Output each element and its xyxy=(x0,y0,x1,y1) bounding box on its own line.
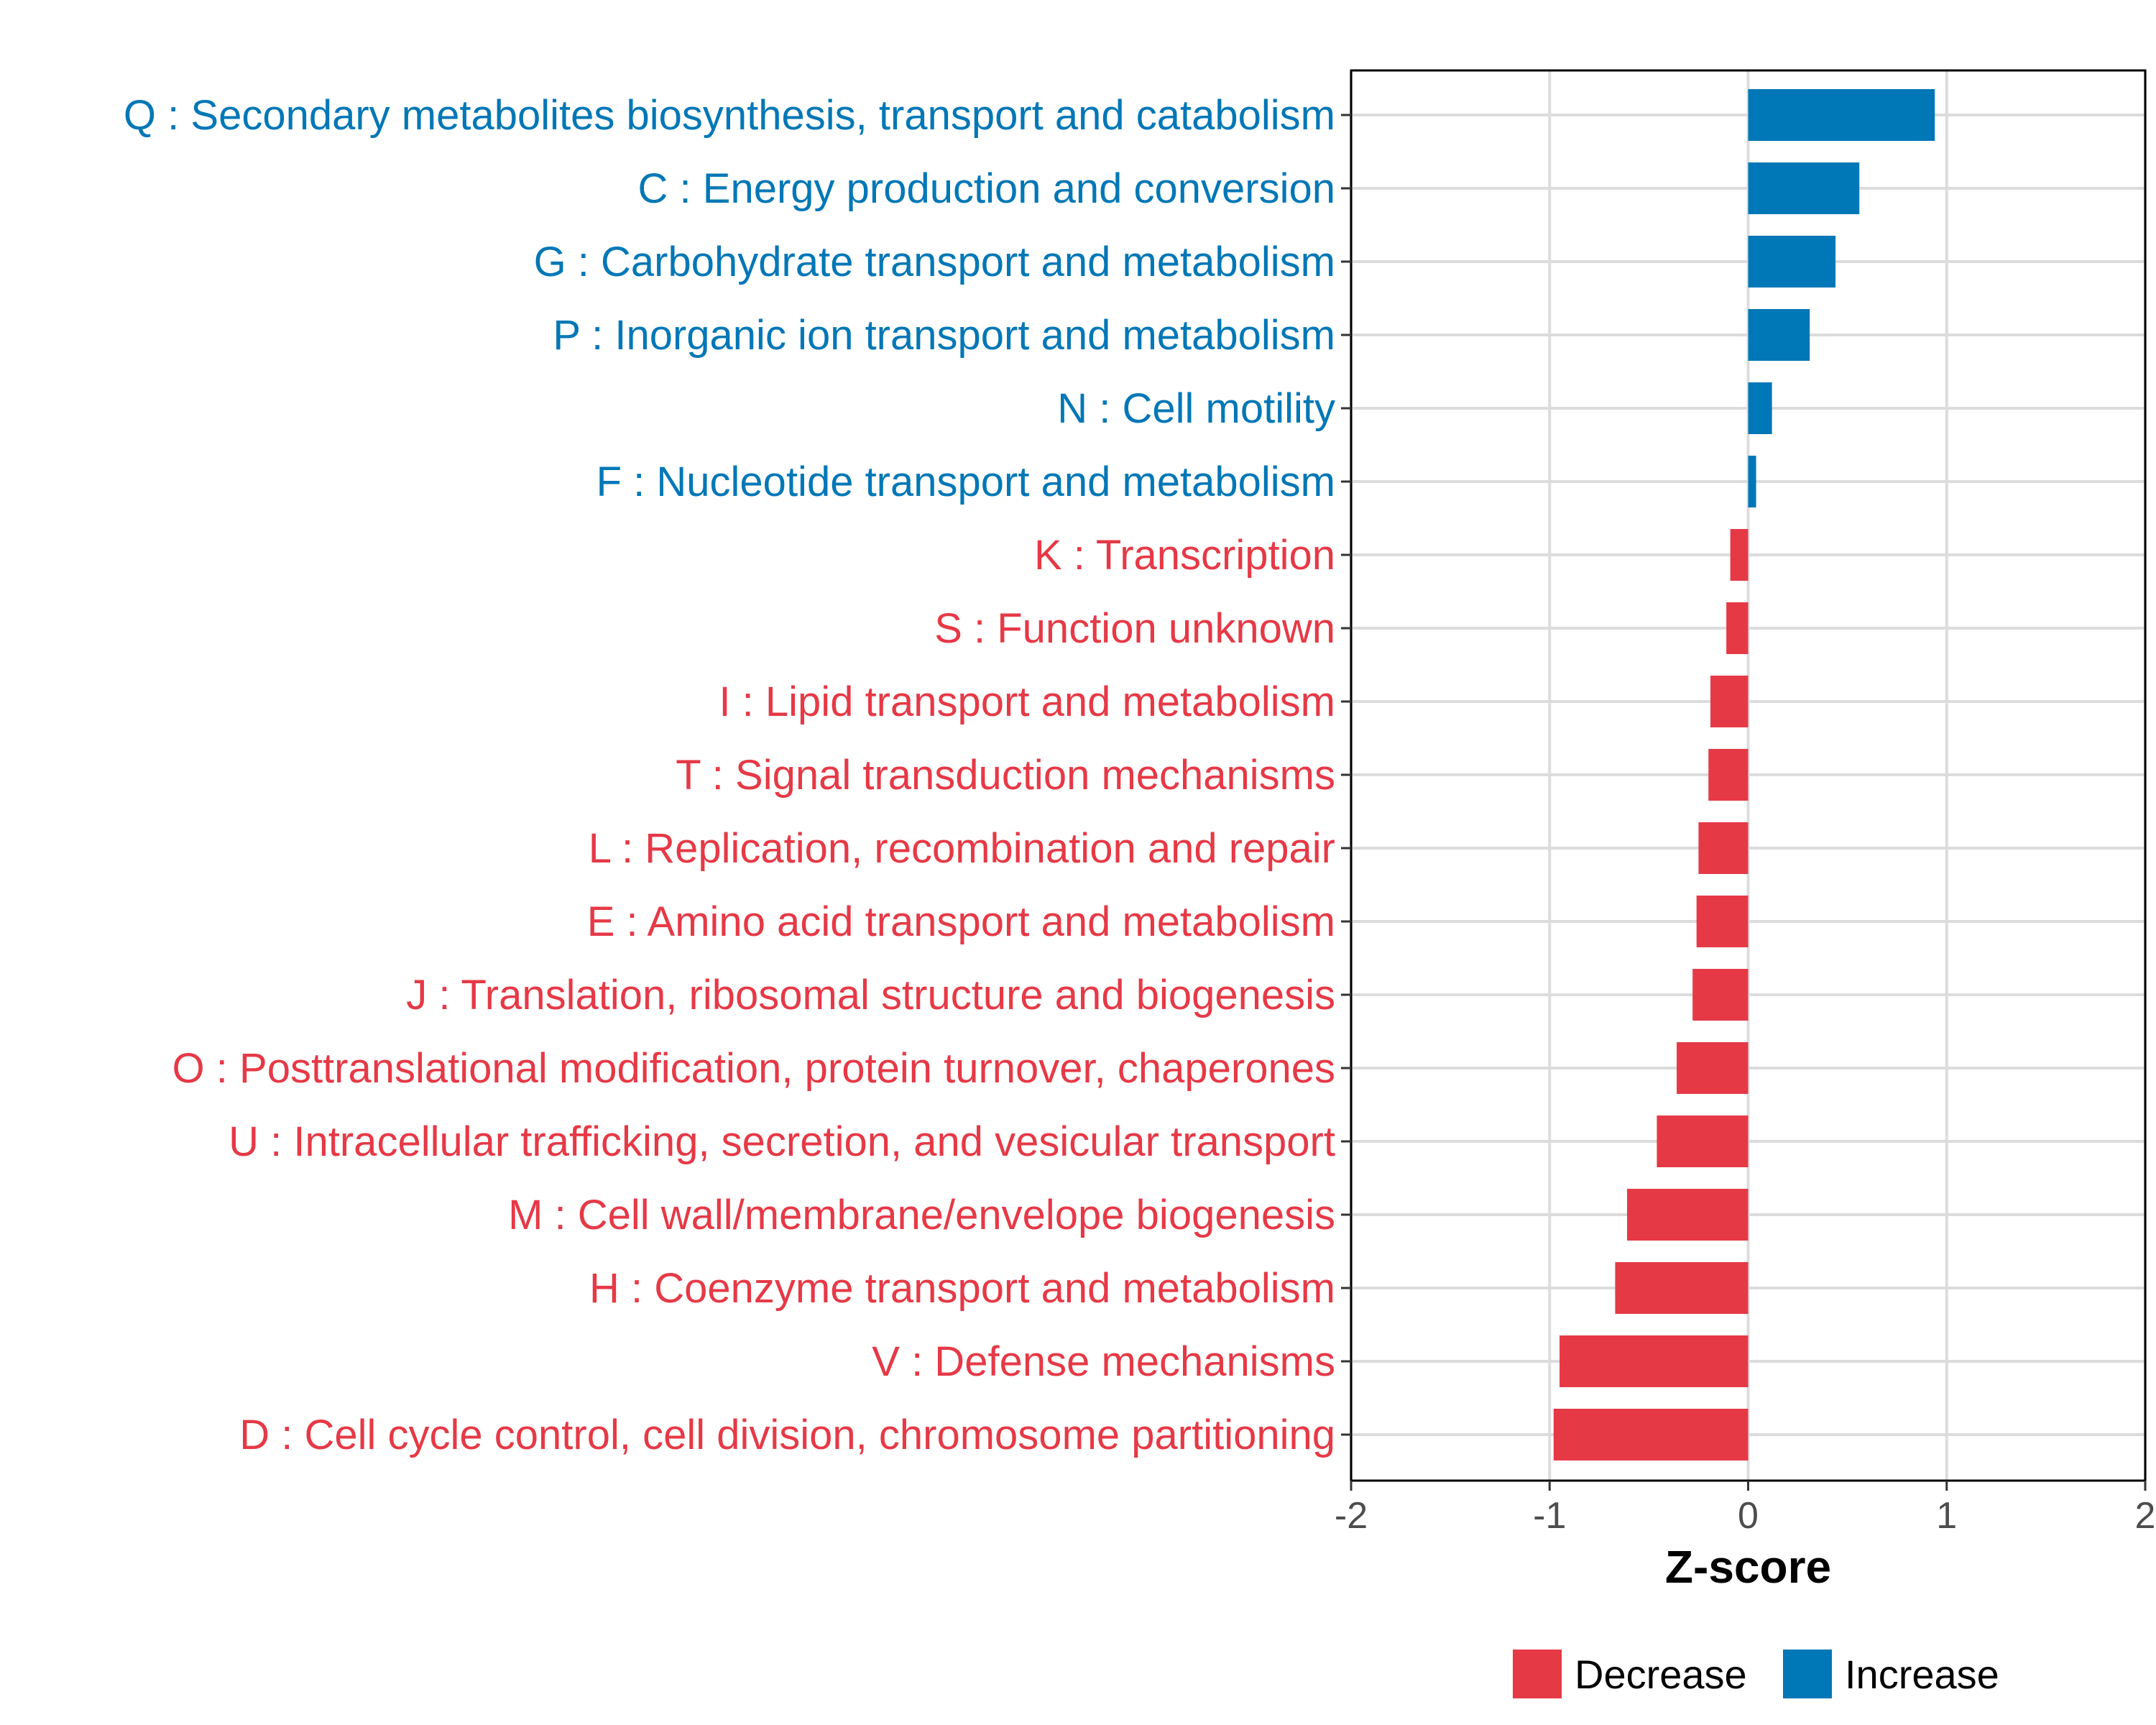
category-label-7: S : Function unknown xyxy=(934,605,1335,652)
x-tick-label-1: -1 xyxy=(1533,1495,1566,1537)
category-label-15: M : Cell wall/membrane/envelope biogenes… xyxy=(508,1192,1335,1238)
legend-swatch-increase xyxy=(1783,1650,1832,1698)
bar-3 xyxy=(1748,309,1810,361)
bar-0 xyxy=(1748,89,1935,141)
category-label-17: V : Defense mechanisms xyxy=(872,1338,1335,1385)
category-label-16: H : Coenzyme transport and metabolism xyxy=(589,1265,1335,1312)
x-tick-label-2: 0 xyxy=(1738,1495,1759,1537)
x-tick-labels: -2 -1 0 1 2 xyxy=(1335,1495,2156,1537)
x-axis-title: Z-score xyxy=(1665,1541,1831,1593)
bar-17 xyxy=(1560,1335,1749,1387)
bar-10 xyxy=(1698,822,1749,874)
category-label-8: I : Lipid transport and metabolism xyxy=(719,678,1335,725)
bar-15 xyxy=(1626,1189,1749,1241)
bar-2 xyxy=(1748,236,1836,288)
axis-ticks xyxy=(1341,114,2147,1491)
bar-18 xyxy=(1553,1409,1749,1460)
bar-13 xyxy=(1677,1042,1749,1094)
category-labels: Q : Secondary metabolites biosynthesis, … xyxy=(124,92,1335,1458)
x-tick-label-0: -2 xyxy=(1335,1495,1368,1537)
legend: Decrease Increase xyxy=(1513,1650,1999,1698)
bar-6 xyxy=(1730,529,1749,581)
category-label-10: L : Replication, recombination and repai… xyxy=(589,825,1335,872)
category-label-0: Q : Secondary metabolites biosynthesis, … xyxy=(124,92,1335,139)
category-label-1: C : Energy production and conversion xyxy=(638,165,1335,212)
category-label-4: N : Cell motility xyxy=(1057,385,1335,432)
bar-8 xyxy=(1710,676,1749,727)
bar-12 xyxy=(1692,969,1749,1021)
x-tick-label-4: 2 xyxy=(2135,1495,2156,1537)
bar-9 xyxy=(1708,749,1749,801)
bars xyxy=(1553,89,1935,1460)
bar-1 xyxy=(1748,162,1860,214)
category-label-18: D : Cell cycle control, cell division, c… xyxy=(239,1412,1335,1458)
x-tick-label-3: 1 xyxy=(1936,1495,1957,1537)
bar-14 xyxy=(1657,1116,1749,1167)
bar-11 xyxy=(1696,896,1749,947)
legend-label-increase: Increase xyxy=(1845,1652,1999,1697)
category-label-12: J : Translation, ribosomal structure and… xyxy=(406,972,1335,1018)
legend-label-decrease: Decrease xyxy=(1575,1652,1747,1697)
category-label-9: T : Signal transduction mechanisms xyxy=(676,752,1335,799)
category-label-5: F : Nucleotide transport and metabolism xyxy=(596,459,1335,505)
category-label-6: K : Transcription xyxy=(1034,532,1335,579)
category-label-3: P : Inorganic ion transport and metaboli… xyxy=(553,312,1335,359)
bar-4 xyxy=(1748,382,1772,434)
category-label-11: E : Amino acid transport and metabolism xyxy=(587,898,1335,945)
category-label-14: U : Intracellular trafficking, secretion… xyxy=(229,1118,1335,1165)
category-label-2: G : Carbohydrate transport and metabolis… xyxy=(534,239,1335,285)
category-label-13: O : Posttranslational modification, prot… xyxy=(172,1045,1335,1092)
bar-7 xyxy=(1726,602,1749,654)
bar-5 xyxy=(1748,456,1756,507)
legend-swatch-decrease xyxy=(1513,1650,1562,1698)
bar-16 xyxy=(1615,1262,1749,1314)
